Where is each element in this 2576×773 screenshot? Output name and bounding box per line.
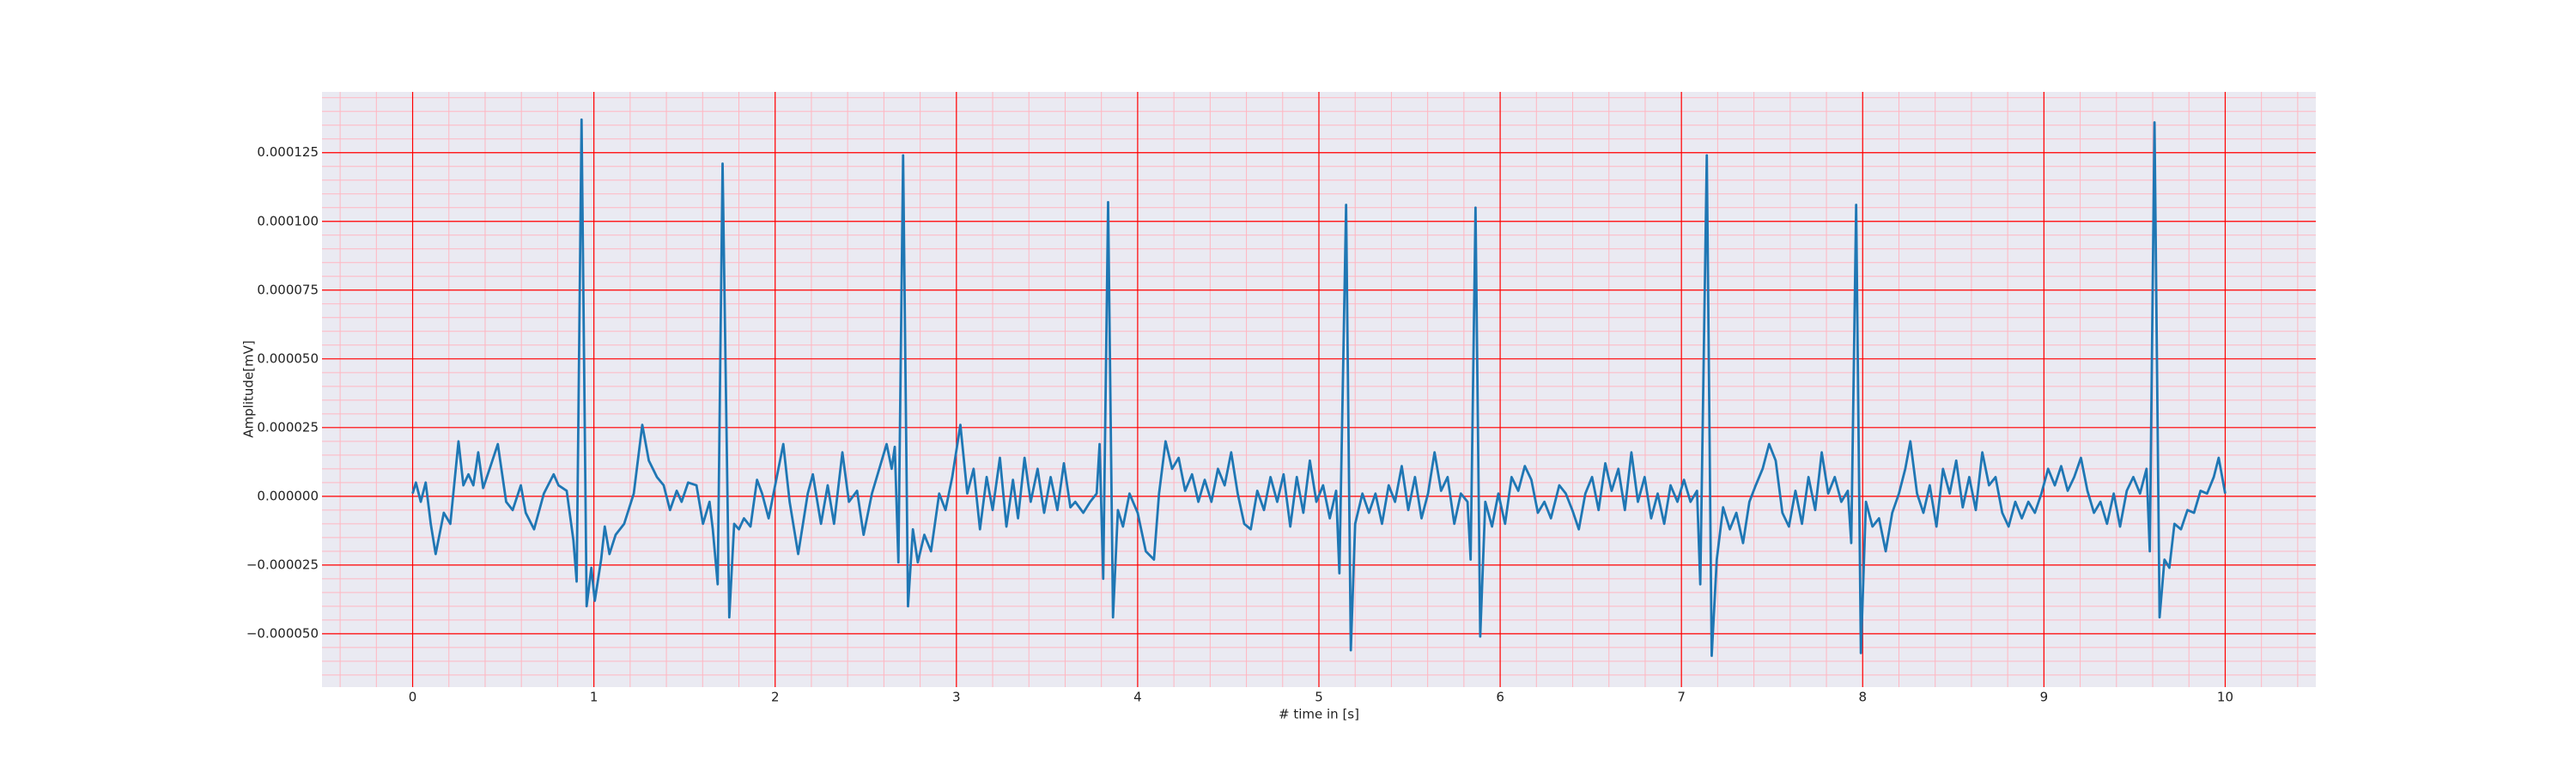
y-tick-label: 0.000000 [257,488,319,503]
signal-line [411,118,2227,657]
y-tick-label: −0.000050 [246,625,319,641]
grid [322,92,2316,687]
x-tick-label: 0 [409,690,417,705]
y-axis-label: Amplitude[mV] [241,340,257,437]
x-tick-label: 2 [771,690,780,705]
x-tick-label: 6 [1496,690,1504,705]
x-tick-label: 4 [1133,690,1142,705]
x-tick-label: 1 [590,690,598,705]
x-tick-label: 8 [1858,690,1867,705]
data [411,118,2227,657]
y-tick-label: 0.000075 [257,282,319,297]
x-tick-label: 10 [2217,690,2233,705]
y-tick-label: 0.000050 [257,350,319,366]
y-tick-label: −0.000025 [246,557,319,572]
y-tick-label: 0.000100 [257,213,319,228]
x-axis-label: # time in [s] [1279,707,1359,722]
labels: # time in [s] Amplitude[mV] 0 1 2 3 4 5 6 7 8 9 10… [241,144,2234,721]
y-tick-label: 0.000025 [257,419,319,435]
x-tick-label: 7 [1677,690,1686,705]
x-tick-label: 9 [2040,690,2049,705]
x-tick-label: 5 [1315,690,1323,705]
y-tick-label: 0.000125 [257,144,319,160]
x-tick-label: 3 [952,690,961,705]
